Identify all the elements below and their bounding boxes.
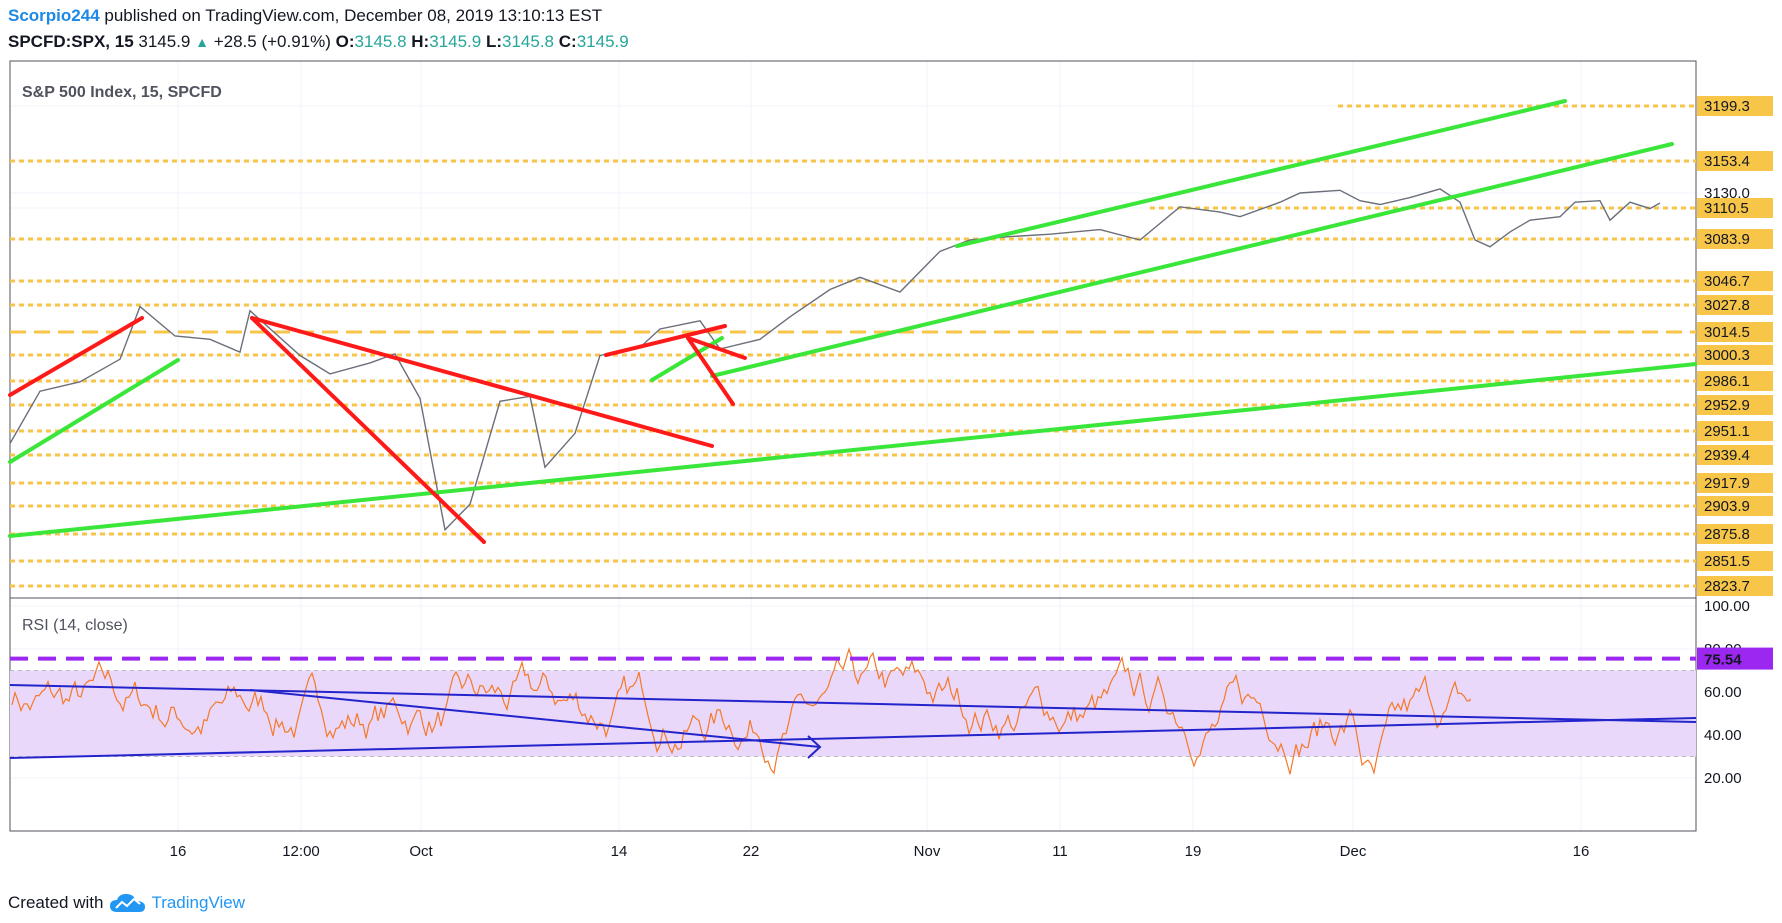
created-with-label: Created with [8, 893, 104, 912]
price-tick-label: 3027.8 [1704, 297, 1750, 314]
price-level-tag [1697, 345, 1773, 365]
price-level-tag [1697, 576, 1773, 596]
horizontal-levels [10, 104, 1696, 588]
support-trendline [8, 358, 180, 464]
price-level-tag [1697, 271, 1773, 291]
price-tick-label: 2823.7 [1704, 578, 1750, 595]
price-series [9, 188, 1661, 532]
price-level-tag [1697, 371, 1773, 391]
rsi-trendline [9, 717, 1697, 759]
price-level-tag [1697, 322, 1773, 342]
low-label: L: [485, 32, 503, 51]
price-tick-label: 2875.8 [1704, 526, 1750, 543]
resistance-trendline [250, 316, 714, 448]
author-name[interactable]: Scorpio244 [8, 6, 100, 25]
price-tick-label: 2951.1 [1704, 423, 1750, 440]
price-level-tag [1697, 551, 1773, 571]
rsi-tick-label: 100.00 [1704, 598, 1750, 615]
rsi-band [10, 670, 1696, 757]
price-tick-label: 3153.4 [1704, 153, 1750, 170]
price-level-tag [1697, 151, 1773, 171]
price-level-tag [1697, 496, 1773, 516]
price-line [9, 188, 1661, 532]
rsi-pane-title: RSI (14, close) [22, 617, 128, 634]
price-level-tag [1697, 295, 1773, 315]
time-tick-label: 19 [1185, 843, 1202, 860]
resistance-trendline [604, 324, 727, 357]
symbol-label: SPCFD:SPX, 15 [8, 32, 134, 51]
price-tick-label: 3014.5 [1704, 324, 1750, 341]
price-tick-label: 2939.4 [1704, 447, 1750, 464]
price-tick-label: 2986.1 [1704, 373, 1750, 390]
low-value: 3145.8 [502, 32, 555, 51]
support-trendline [710, 142, 1674, 378]
time-tick-label: 22 [743, 843, 760, 860]
rsi-marker-value: 75.54 [1704, 652, 1742, 669]
time-tick-label: 12:00 [282, 843, 320, 860]
price-tick-label: 3000.3 [1704, 347, 1750, 364]
time-tick-label: 14 [611, 843, 628, 860]
ohlc-line: SPCFD:SPX, 15 3145.9 ▲ +28.5 (+0.91%) O:… [8, 32, 629, 52]
price-tick-label: 2851.5 [1704, 553, 1750, 570]
publish-info: published on TradingView.com, December 0… [104, 6, 603, 25]
price-tick-label: 3110.5 [1704, 200, 1749, 217]
price-level-tag [1697, 445, 1773, 465]
close-value: 3145.9 [576, 32, 629, 51]
price-change: +28.5 (+0.91%) [213, 32, 331, 51]
price-level-tag [1697, 395, 1773, 415]
time-tick-label: 16 [1573, 843, 1590, 860]
resistance-trendlines [8, 316, 747, 544]
price-tick-label: 2903.9 [1704, 498, 1750, 515]
price-tick-label: 2952.9 [1704, 397, 1750, 414]
price-level-tag [1697, 229, 1773, 249]
resistance-trendline [686, 336, 735, 406]
rsi-marker-tag [1697, 647, 1773, 670]
support-trendline [955, 99, 1567, 248]
resistance-trendline [8, 316, 144, 397]
close-label: C: [558, 32, 577, 51]
price-level-tag [1697, 421, 1773, 441]
high-value: 3145.9 [429, 32, 482, 51]
price-level-tag [1697, 524, 1773, 544]
resistance-trendline [686, 336, 747, 360]
rsi-tick-label: 60.00 [1704, 684, 1742, 701]
time-axis[interactable]: 16 12:00 Oct 14 22 Nov 11 19 Dec 16 [170, 843, 1590, 860]
support-trendlines [8, 99, 1698, 538]
price-tick-label: 3046.7 [1704, 273, 1750, 290]
tradingview-brand[interactable]: TradingView [151, 893, 245, 912]
rsi-trendline [249, 689, 821, 748]
rsi-tick-label: 40.00 [1704, 727, 1742, 744]
price-tick-label: 3199.3 [1704, 98, 1750, 115]
price-level-tag [1697, 473, 1773, 493]
rsi-trendline [9, 684, 1697, 723]
last-price: 3145.9 [138, 32, 191, 51]
time-tick-label: Dec [1340, 843, 1367, 860]
time-tick-label: Nov [914, 843, 941, 860]
open-label: O: [335, 32, 355, 51]
price-level-tag [1697, 198, 1773, 218]
rsi-arrow-icon [807, 735, 822, 759]
footer: Created with TradingView [8, 892, 245, 914]
high-label: H: [411, 32, 430, 51]
time-tick-label: Oct [409, 843, 433, 860]
rsi-trendlines [9, 684, 1697, 759]
up-triangle-icon: ▲ [195, 34, 209, 50]
price-tick-label: 3130.0 [1704, 185, 1750, 202]
support-trendline [8, 362, 1698, 538]
resistance-trendline [250, 316, 486, 544]
rsi-tick-label: 20.00 [1704, 770, 1742, 787]
open-value: 3145.8 [354, 32, 407, 51]
price-tick-label: 2917.9 [1704, 475, 1750, 492]
tradingview-cloud-icon [110, 894, 146, 912]
publish-line: Scorpio244 published on TradingView.com,… [8, 6, 602, 26]
time-tick-label: 11 [1052, 843, 1068, 860]
price-level-tag [1697, 96, 1773, 116]
price-tick-label: 3083.9 [1704, 231, 1750, 248]
price-pane-title: S&P 500 Index, 15, SPCFD [22, 84, 222, 101]
time-tick-label: 16 [170, 843, 187, 860]
